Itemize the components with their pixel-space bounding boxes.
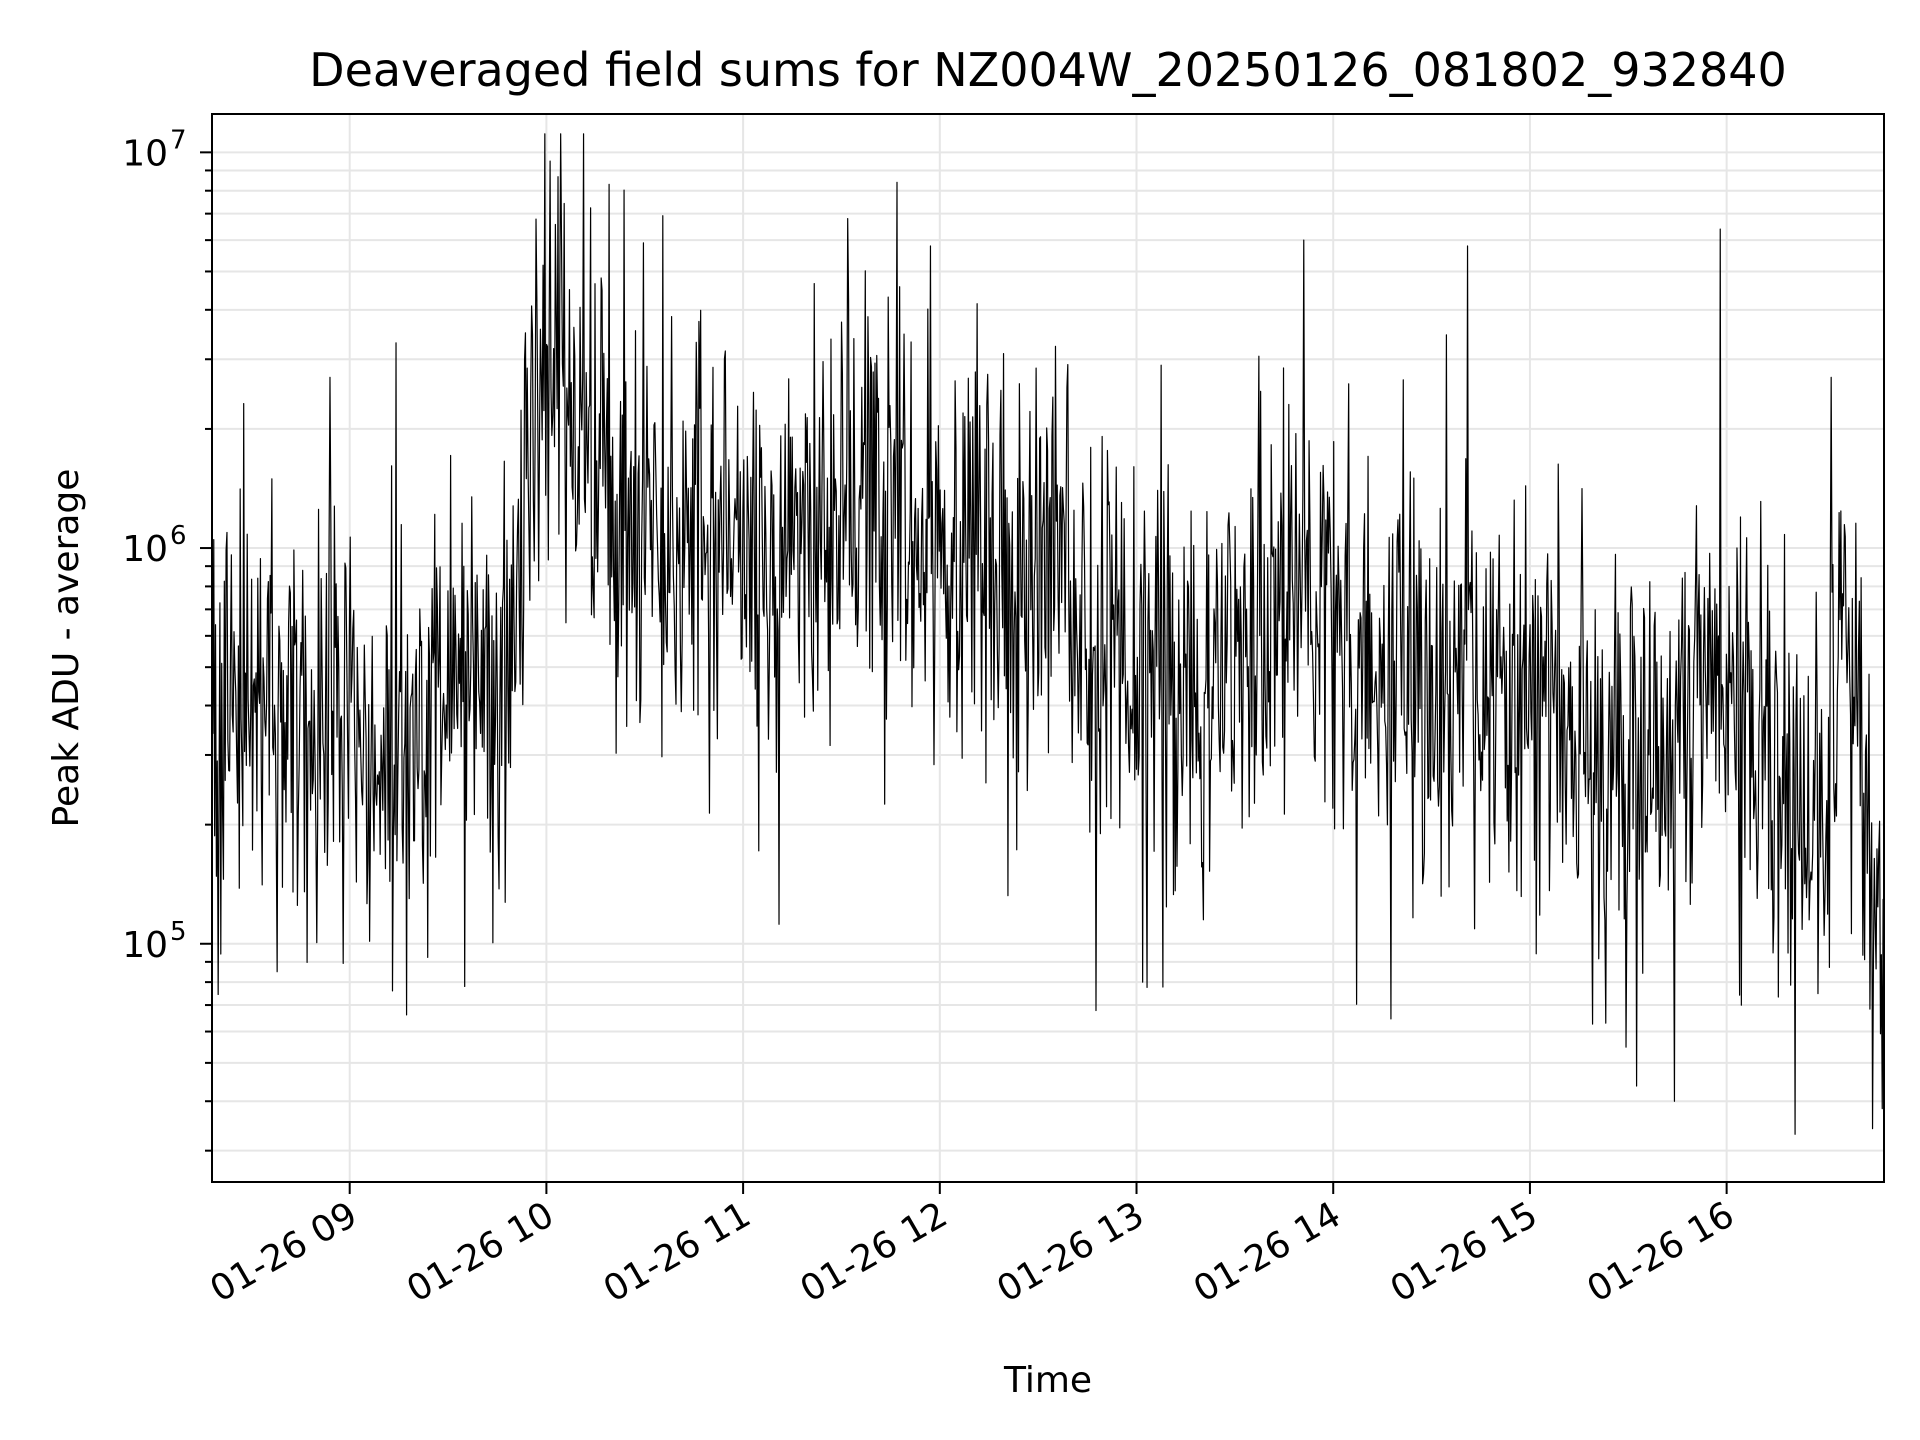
series-layer xyxy=(211,133,1885,1135)
y-tick-label: 10 xyxy=(122,529,168,570)
x-tick-label: 01-26 09 xyxy=(204,1194,365,1310)
x-tick-label: 01-26 14 xyxy=(1187,1194,1348,1310)
series-line xyxy=(211,133,1885,1135)
x-axis: 01-26 09 01-26 10 01-26 11 01-26 12 01-26 13… xyxy=(204,1182,1741,1311)
y-tick-exponent: 5 xyxy=(170,917,187,947)
y-axis-label: Peak ADU - average xyxy=(46,469,87,828)
y-tick-exponent: 7 xyxy=(170,125,187,155)
y-tick-label: 10 xyxy=(122,133,168,174)
x-axis-label: Time xyxy=(1003,1360,1092,1401)
chart-title: Deaveraged field sums for NZ004W_2025012… xyxy=(309,43,1787,97)
x-tick-label: 01-26 15 xyxy=(1384,1194,1545,1310)
x-tick-label: 01-26 16 xyxy=(1580,1194,1741,1310)
y-tick-exponent: 6 xyxy=(170,521,187,551)
plot-frame xyxy=(211,113,1885,1183)
y-tick-label: 10 xyxy=(122,925,168,966)
x-tick-label: 01-26 10 xyxy=(400,1194,561,1310)
x-tick-label: 01-26 11 xyxy=(597,1194,758,1310)
x-tick-label: 01-26 12 xyxy=(794,1194,955,1310)
x-tick-label: 01-26 13 xyxy=(990,1194,1151,1310)
